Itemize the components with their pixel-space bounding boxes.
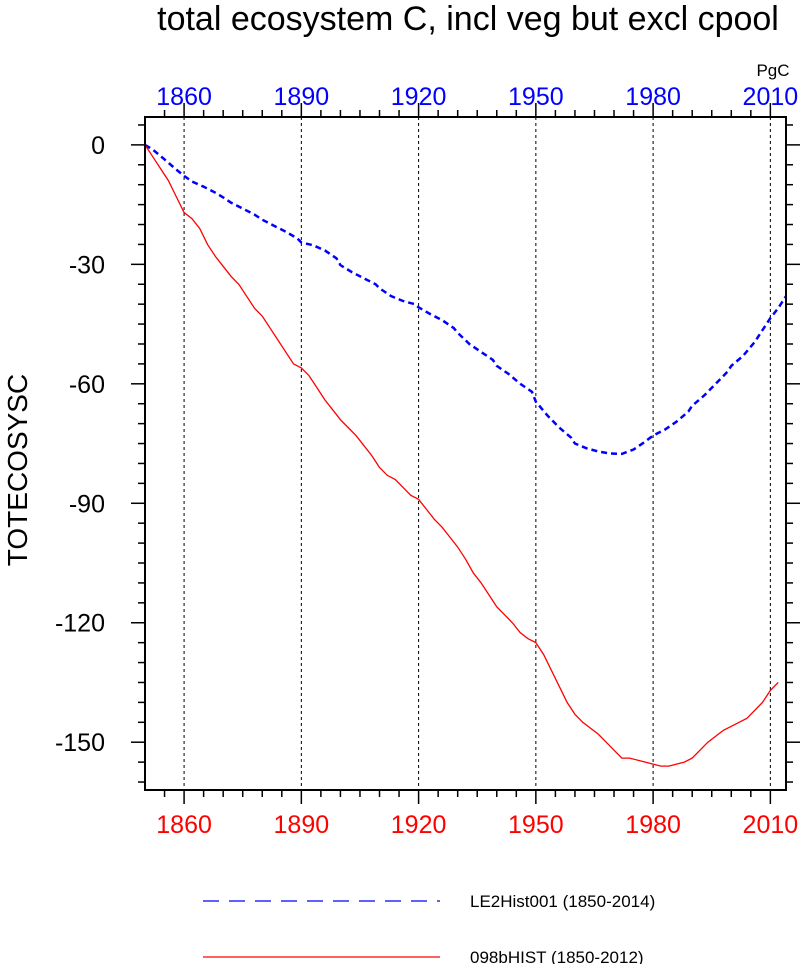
plot-lines [144, 143, 788, 767]
x-tick-label-top-1920: 1920 [391, 83, 447, 111]
y-axis-label: TOTECOSYSC [2, 374, 33, 566]
x-tick-label-bottom-1860: 1860 [156, 811, 212, 839]
x-tick-label-top-1860: 1860 [156, 83, 212, 111]
x-tick-label-bottom-2010: 2010 [743, 811, 799, 839]
x-tick-label-bottom-1980: 1980 [625, 811, 681, 839]
x-tick-label-top-1950: 1950 [508, 83, 564, 111]
y-tick-label-0: 0 [91, 132, 105, 160]
legend: LE2Hist001 (1850-2014) 098bHIST (1850-201… [203, 892, 655, 964]
y-tick-label-m120: -120 [55, 610, 105, 638]
tick-labels: 1860 1860 1890 1890 1920 1920 1950 1950 1980 1980… [55, 83, 798, 839]
legend-label-1: LE2Hist001 (1850-2014) [470, 892, 655, 911]
x-grid-lines [183, 117, 771, 790]
y-tick-label-m30: -30 [69, 251, 105, 279]
series-line-1 [144, 143, 788, 456]
y-tick-label-m60: -60 [69, 371, 105, 399]
y-tick-label-m90: -90 [69, 490, 105, 518]
x-tick-label-top-1890: 1890 [274, 83, 330, 111]
units-label: PgC [756, 61, 789, 80]
series-line-2 [144, 144, 779, 767]
legend-label-2: 098bHIST (1850-2012) [470, 948, 644, 964]
x-tick-label-bottom-1920: 1920 [391, 811, 447, 839]
x-tick-label-top-1980: 1980 [625, 83, 681, 111]
x-tick-label-bottom-1950: 1950 [508, 811, 564, 839]
axes [131, 103, 800, 804]
chart-title: total ecosystem C, incl veg but excl cpo… [157, 0, 779, 38]
plot-frame [144, 116, 787, 791]
x-tick-label-top-2010: 2010 [743, 83, 799, 111]
y-tick-label-m150: -150 [55, 729, 105, 757]
x-tick-label-bottom-1890: 1890 [274, 811, 330, 839]
